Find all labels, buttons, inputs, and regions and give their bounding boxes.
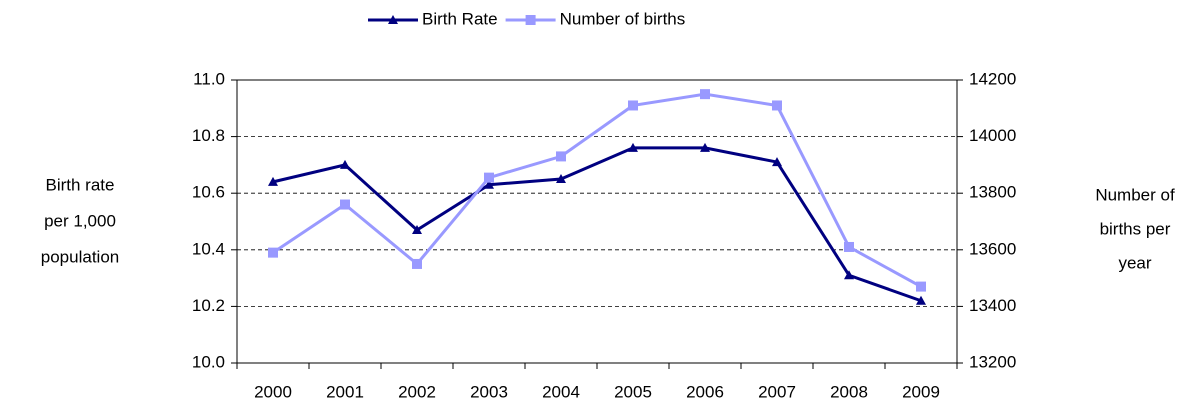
- marker: [388, 15, 398, 24]
- x-tick-label: 2000: [254, 382, 292, 401]
- marker: [844, 241, 854, 252]
- marker: [916, 281, 926, 292]
- marker: [268, 247, 278, 258]
- x-tick-label: 2005: [614, 382, 652, 401]
- x-tick-label: 2009: [902, 382, 940, 401]
- y-tick-label: 10.2: [192, 296, 225, 315]
- y2-axis-label: year: [1118, 253, 1151, 272]
- marker: [484, 172, 494, 183]
- marker: [772, 157, 782, 167]
- marker: [700, 142, 710, 152]
- x-tick-label: 2008: [830, 382, 868, 401]
- series-line: [272, 92, 922, 288]
- marker: [412, 224, 422, 234]
- x-tick-label: 2003: [470, 382, 508, 401]
- series-line: [272, 146, 922, 303]
- y2-tick-label: 13400: [969, 296, 1016, 315]
- marker: [772, 100, 782, 111]
- marker: [628, 100, 638, 111]
- marker: [340, 159, 350, 169]
- y-tick-label: 11.0: [193, 69, 225, 88]
- legend-label: Birth Rate: [422, 9, 498, 28]
- marker: [556, 151, 566, 162]
- y-tick-label: 10.4: [192, 239, 225, 258]
- x-tick-label: 2004: [542, 382, 580, 401]
- x-tick-label: 2006: [686, 382, 724, 401]
- marker: [628, 142, 638, 152]
- y-tick-label: 10.8: [192, 126, 225, 145]
- y2-tick-label: 14000: [969, 126, 1016, 145]
- y2-tick-label: 13200: [969, 352, 1016, 371]
- y2-tick-label: 13600: [969, 239, 1016, 258]
- y-tick-label: 10.6: [192, 183, 225, 202]
- marker: [412, 258, 422, 269]
- marker: [844, 270, 854, 280]
- y2-tick-label: 14200: [969, 69, 1016, 88]
- x-tick-label: 2002: [398, 382, 436, 401]
- y-axis-label: Birth rate: [46, 175, 115, 194]
- y-axis-label: population: [41, 247, 119, 266]
- y2-axis-label: Number of: [1095, 185, 1175, 204]
- y2-axis-label: births per: [1100, 219, 1171, 238]
- y2-tick-label: 13800: [969, 183, 1016, 202]
- x-tick-label: 2007: [758, 382, 796, 401]
- marker: [268, 176, 278, 186]
- marker: [340, 199, 350, 210]
- y-axis-label: per 1,000: [44, 211, 116, 230]
- marker: [700, 89, 710, 100]
- marker: [916, 295, 926, 305]
- marker: [484, 179, 494, 189]
- plot-border: [236, 79, 958, 364]
- x-tick-label: 2001: [326, 382, 364, 401]
- legend-label: Number of births: [560, 9, 686, 28]
- y-tick-label: 10.0: [192, 352, 225, 371]
- marker: [525, 15, 536, 25]
- marker: [556, 174, 566, 184]
